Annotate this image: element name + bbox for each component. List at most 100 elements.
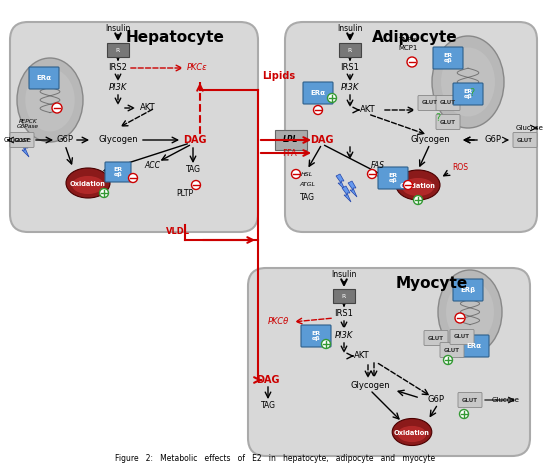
Text: IRS1: IRS1: [340, 63, 360, 73]
FancyBboxPatch shape: [418, 96, 442, 110]
Text: AKT: AKT: [354, 351, 370, 361]
Text: Glucose: Glucose: [516, 125, 544, 131]
Text: Figure   2:   Metabolic   effects   of   E2   in   hepatocyte,   adipocyte   and: Figure 2: Metabolic effects of E2 in hep…: [115, 454, 435, 463]
Text: PI3K: PI3K: [341, 83, 359, 92]
Circle shape: [327, 94, 337, 103]
Ellipse shape: [396, 170, 440, 200]
Text: Hepatocyte: Hepatocyte: [125, 30, 224, 45]
Text: ERα: ERα: [311, 90, 326, 96]
Text: Insulin: Insulin: [331, 270, 357, 279]
Polygon shape: [336, 174, 345, 190]
Circle shape: [414, 196, 422, 205]
Ellipse shape: [438, 270, 502, 354]
Text: G6P: G6P: [57, 136, 74, 144]
Text: Lipids: Lipids: [262, 71, 295, 81]
FancyBboxPatch shape: [424, 330, 448, 345]
Text: GLUT: GLUT: [462, 397, 478, 403]
Text: GLUT: GLUT: [440, 101, 456, 105]
FancyBboxPatch shape: [433, 47, 463, 69]
Text: R: R: [342, 294, 346, 299]
Ellipse shape: [432, 36, 504, 128]
FancyBboxPatch shape: [339, 43, 361, 57]
Text: FFA: FFA: [282, 149, 297, 158]
Text: GLUT: GLUT: [428, 336, 444, 341]
Text: VLDL: VLDL: [166, 227, 190, 237]
Ellipse shape: [66, 168, 110, 198]
FancyBboxPatch shape: [248, 268, 530, 456]
Ellipse shape: [402, 178, 434, 196]
Circle shape: [100, 189, 108, 198]
Text: ER
αβ: ER αβ: [464, 89, 472, 99]
Circle shape: [314, 105, 322, 115]
Text: GLUT: GLUT: [14, 137, 30, 143]
Text: PEPCK
G6Pase: PEPCK G6Pase: [17, 119, 39, 130]
Text: ERα: ERα: [466, 343, 481, 349]
FancyBboxPatch shape: [10, 132, 34, 148]
Circle shape: [443, 356, 453, 364]
Text: R: R: [116, 48, 120, 53]
Text: PI3K: PI3K: [109, 83, 127, 92]
Text: DAG: DAG: [310, 135, 334, 145]
Circle shape: [129, 173, 138, 183]
FancyBboxPatch shape: [436, 115, 460, 130]
Ellipse shape: [446, 281, 494, 343]
FancyBboxPatch shape: [458, 392, 482, 407]
Text: Insulin: Insulin: [337, 24, 362, 33]
Text: FAS: FAS: [371, 160, 385, 170]
FancyBboxPatch shape: [275, 130, 307, 150]
FancyBboxPatch shape: [29, 67, 59, 89]
Text: GLUT: GLUT: [440, 119, 456, 124]
Text: ER
αβ: ER αβ: [388, 172, 398, 184]
Polygon shape: [342, 186, 351, 202]
Text: Glucose: Glucose: [491, 397, 519, 403]
Text: GLUT: GLUT: [444, 348, 460, 352]
FancyBboxPatch shape: [303, 82, 333, 104]
Circle shape: [407, 57, 417, 67]
Text: R: R: [348, 48, 352, 53]
FancyBboxPatch shape: [301, 325, 331, 347]
Text: ?: ?: [470, 88, 475, 98]
Text: Oxidation: Oxidation: [70, 181, 106, 187]
Text: ACC: ACC: [144, 160, 160, 170]
Text: IRS1: IRS1: [334, 309, 354, 318]
FancyBboxPatch shape: [453, 83, 483, 105]
Ellipse shape: [25, 69, 75, 131]
Text: GLUT: GLUT: [422, 101, 438, 105]
Text: ER
αβ: ER αβ: [311, 330, 321, 342]
Text: GLUT: GLUT: [517, 137, 533, 143]
FancyBboxPatch shape: [453, 279, 483, 301]
Text: TNFα
MCP1: TNFα MCP1: [398, 37, 417, 50]
Text: GLUT: GLUT: [454, 335, 470, 340]
Ellipse shape: [441, 48, 495, 116]
Text: PKCε: PKCε: [186, 63, 207, 73]
Text: PKCθ: PKCθ: [267, 317, 289, 327]
FancyBboxPatch shape: [450, 329, 474, 344]
Text: Myocyte: Myocyte: [396, 276, 468, 291]
Polygon shape: [348, 181, 357, 197]
Text: Glycogen: Glycogen: [410, 136, 450, 144]
Text: AKT: AKT: [360, 105, 376, 115]
Text: Glycogen: Glycogen: [98, 136, 138, 144]
Text: ER
αβ: ER αβ: [443, 53, 453, 63]
Ellipse shape: [17, 58, 83, 142]
Text: ATGL: ATGL: [299, 181, 315, 186]
FancyBboxPatch shape: [378, 167, 408, 189]
Circle shape: [404, 180, 412, 190]
Text: Insulin: Insulin: [105, 24, 131, 33]
FancyBboxPatch shape: [440, 343, 464, 357]
Text: DAG: DAG: [183, 135, 207, 145]
Text: DAG: DAG: [256, 375, 280, 385]
Ellipse shape: [72, 176, 104, 194]
Polygon shape: [20, 141, 29, 157]
Text: ERα: ERα: [36, 75, 52, 81]
Text: Oxidation: Oxidation: [400, 183, 436, 189]
Text: Glycogen: Glycogen: [350, 381, 390, 390]
Text: TAG: TAG: [185, 165, 201, 174]
Text: Adipocyte: Adipocyte: [372, 30, 458, 45]
FancyBboxPatch shape: [333, 289, 355, 303]
Circle shape: [367, 170, 377, 178]
FancyBboxPatch shape: [513, 132, 537, 148]
FancyBboxPatch shape: [10, 22, 258, 232]
Text: Glucose: Glucose: [4, 137, 32, 143]
Text: ?: ?: [436, 113, 441, 123]
